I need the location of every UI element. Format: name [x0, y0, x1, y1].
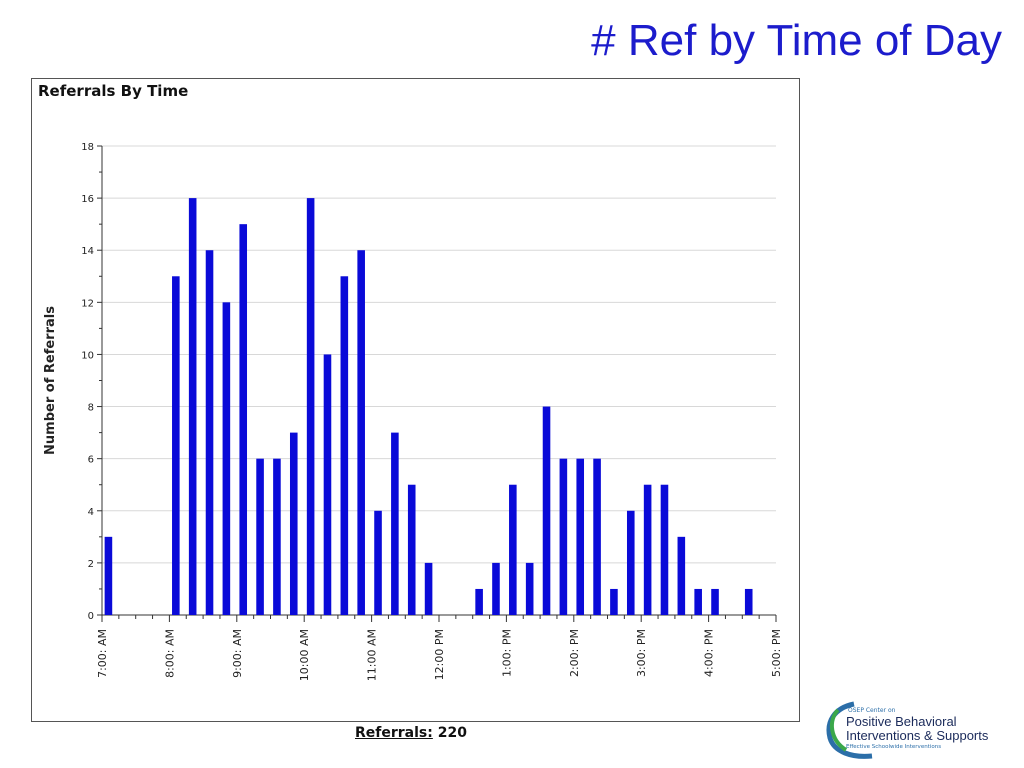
bar — [660, 484, 669, 615]
y-tick-label: 10 — [81, 350, 94, 361]
logo-line1: OSEP Center on — [848, 707, 896, 714]
y-tick-label: 8 — [88, 403, 94, 414]
x-tick-label: 1:00: PM — [500, 629, 513, 677]
x-tick-label: 10:00 AM — [298, 629, 311, 681]
x-tick-label: 9:00: AM — [231, 629, 244, 678]
y-tick-label: 2 — [88, 559, 94, 570]
x-tick-label: 7:00: AM — [96, 629, 109, 678]
bar — [610, 588, 618, 615]
bar — [492, 562, 500, 615]
bar — [323, 354, 332, 615]
slide-title: # Ref by Time of Day — [591, 16, 1002, 65]
bar — [205, 250, 214, 615]
chart-panel: Referrals By Time 0 2 4 6 8 10 12 14 16 18 7:00: A… — [31, 78, 800, 722]
bar — [744, 588, 753, 615]
bar — [559, 458, 568, 615]
bar — [306, 198, 315, 615]
bar — [542, 406, 551, 615]
bar — [509, 484, 517, 615]
x-tick-label: 8:00: AM — [163, 629, 176, 678]
bar — [694, 588, 702, 615]
logo-line3: Interventions & Supports — [846, 728, 989, 743]
chart-title: Referrals By Time — [38, 82, 189, 100]
bar — [424, 562, 433, 615]
referrals-summary-label: Referrals: — [355, 725, 433, 741]
bar — [222, 302, 231, 615]
bar — [188, 198, 197, 615]
logo-line4: Effective Schoolwide Interventions — [846, 744, 941, 750]
bar — [711, 588, 719, 615]
bar — [357, 250, 365, 615]
bar — [475, 588, 483, 615]
y-tick-label: 4 — [88, 507, 94, 518]
bar — [391, 432, 399, 615]
y-tick-label: 18 — [81, 142, 94, 153]
y-tick-label: 12 — [81, 298, 94, 309]
y-axis-label: Number of Referrals — [43, 306, 58, 455]
bar — [643, 484, 652, 615]
x-tick-label: 2:00: PM — [568, 629, 581, 677]
y-tick-label: 0 — [88, 611, 94, 622]
bar — [172, 276, 180, 615]
bar-chart: 0 2 4 6 8 10 12 14 16 18 7:00: AM 8:00: AM 9:00: AM 1… — [43, 142, 783, 681]
y-tick-label: 14 — [81, 246, 94, 257]
bar — [289, 432, 298, 615]
bar — [576, 458, 585, 615]
logo-swoosh-blue — [826, 701, 873, 759]
y-tick-label: 16 — [81, 194, 94, 205]
x-tick-label: 3:00: PM — [635, 629, 648, 677]
logo-line2: Positive Behavioral — [846, 714, 957, 729]
bar — [256, 458, 264, 615]
bar — [273, 458, 281, 615]
bar — [104, 536, 113, 615]
y-tick-label: 6 — [88, 455, 94, 466]
bar — [239, 224, 248, 615]
x-tick-label: 11:00 AM — [366, 629, 379, 681]
bar — [525, 562, 534, 615]
bar — [407, 484, 416, 615]
x-tick-label: 4:00: PM — [703, 629, 716, 677]
bar — [374, 510, 382, 615]
bar — [626, 510, 635, 615]
pbis-logo: OSEP Center on Positive Behavioral Inter… — [826, 701, 989, 759]
x-tick-label: 12:00 PM — [433, 629, 446, 680]
x-tick-label: 5:00: PM — [770, 629, 783, 677]
logo-swoosh-green — [829, 708, 848, 752]
referrals-summary-value: 220 — [437, 725, 467, 741]
bar — [340, 276, 349, 615]
referrals-summary: Referrals: 220 — [355, 725, 467, 741]
bar — [677, 536, 686, 615]
bar — [593, 458, 601, 615]
